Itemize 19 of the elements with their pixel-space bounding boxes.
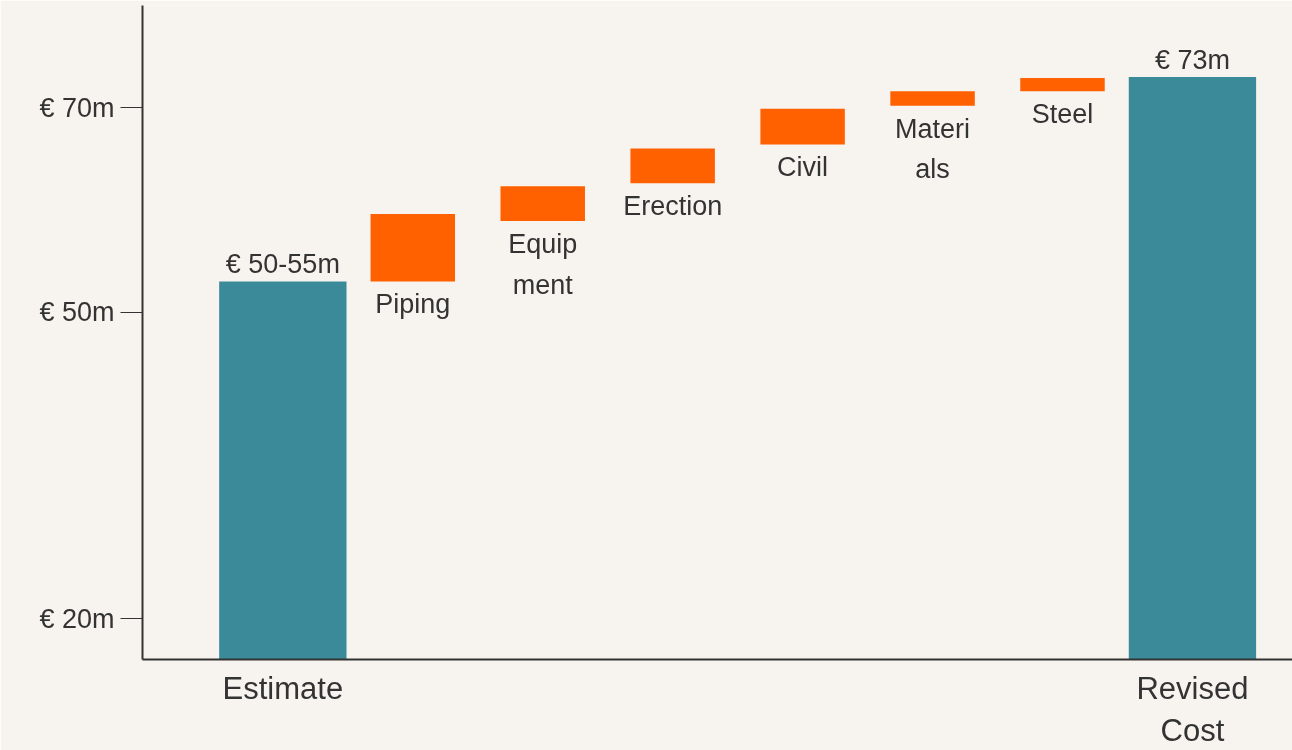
x-tick-label: Equip ment <box>508 229 578 300</box>
bar <box>760 108 845 145</box>
bar <box>500 186 585 222</box>
x-tick-label: Steel <box>1031 99 1094 130</box>
y-tick-label: € 50m <box>39 297 115 328</box>
x-tick-label: Revised Cost <box>1136 670 1249 748</box>
bar <box>370 213 456 282</box>
x-tick-label: Piping <box>375 289 451 320</box>
bar <box>890 91 975 106</box>
bar <box>630 148 715 184</box>
x-tick-label: Erection <box>623 191 723 222</box>
y-tick-label: € 70m <box>39 92 115 123</box>
x-tick-label: Estimate <box>222 670 344 706</box>
data-label: € 73m <box>1154 45 1230 76</box>
data-label: € 50-55m <box>225 249 340 280</box>
y-tick-label: € 20m <box>39 603 115 634</box>
bar <box>1020 78 1105 92</box>
x-tick-label: Materi als <box>895 113 971 185</box>
x-tick-label: Civil <box>777 152 829 183</box>
